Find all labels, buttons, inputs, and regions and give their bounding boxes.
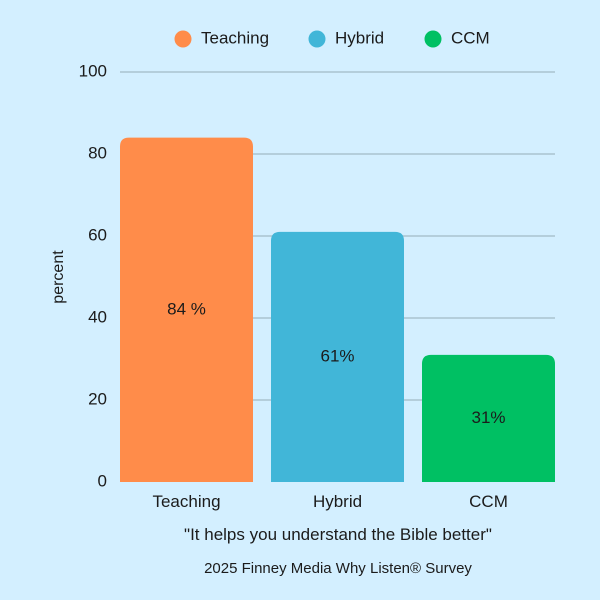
legend-entry: Teaching (201, 28, 269, 47)
legend-swatch (424, 30, 442, 48)
y-tick-label: 60 (88, 225, 107, 244)
source-note: 2025 Finney Media Why Listen® Survey (204, 560, 472, 577)
bar-hybrid (271, 231, 404, 482)
x-tick-label: Hybrid (313, 492, 362, 511)
x-axis-label: "It helps you understand the Bible bette… (184, 525, 492, 544)
legend-entry: Hybrid (335, 28, 384, 47)
y-tick-label: 80 (88, 143, 107, 162)
data-label: 31% (471, 408, 505, 427)
legend-swatch (174, 30, 192, 48)
bar-teaching (120, 137, 253, 482)
bars (120, 137, 555, 482)
y-axis-label: percent (50, 250, 67, 304)
y-tick-label: 0 (98, 471, 107, 490)
bar-ccm (422, 354, 555, 482)
data-label: 61% (320, 346, 354, 365)
y-axis-ticks: 0 20 40 60 80 100 (79, 61, 107, 490)
data-label: 84 % (167, 299, 206, 318)
legend: Teaching Hybrid CCM (174, 28, 490, 48)
data-labels: 84 % 61% 31% (167, 299, 505, 427)
y-tick-label: 40 (88, 307, 107, 326)
legend-entry: CCM (451, 28, 490, 47)
x-tick-label: Teaching (152, 492, 220, 511)
y-tick-label: 20 (88, 389, 107, 408)
x-tick-label: CCM (469, 492, 508, 511)
legend-swatch (308, 30, 326, 48)
y-tick-label: 100 (79, 61, 107, 80)
category-labels: Teaching Hybrid CCM (152, 492, 507, 511)
